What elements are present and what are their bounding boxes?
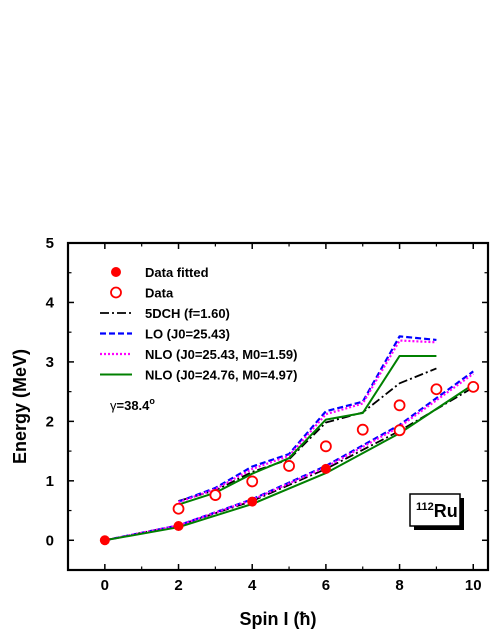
nucleus-element: Ru [434,501,458,521]
legend-label: Data [145,286,174,301]
series-line [178,367,437,502]
series-line [104,386,474,542]
y-tick-label: 5 [46,235,54,252]
plot-frame [66,241,490,572]
y-tick-label: 2 [46,413,54,430]
data-point [393,424,406,437]
data-point [209,489,222,501]
legend-marker [110,286,122,299]
y-tick-label: 4 [46,294,55,311]
legend-label: 5DCH (f=1.60) [145,306,230,321]
data-point [247,496,258,507]
data-point [430,383,443,396]
legend-marker [111,267,121,277]
nucleus-label: 112Ru [416,501,458,521]
data-point [99,535,110,546]
x-tick-label: 4 [248,577,257,594]
data-point [283,460,295,472]
data-point [172,502,185,515]
y-tick-label: 1 [46,473,54,490]
series-line [178,339,437,504]
x-tick-label: 8 [395,577,403,594]
nucleus-label-box: 112Ru [409,493,464,530]
gamma-symbol: γ [110,398,117,413]
legend-label: Data fitted [145,265,209,280]
gamma-value: =38.4 [117,398,151,413]
y-tick-label: 0 [46,532,54,549]
y-axis-label: Energy (MeV) [10,349,30,464]
gamma-annotation-text: γ=38.4o [110,396,155,413]
data-point [467,380,480,393]
nucleus-box [409,493,461,527]
x-tick-label: 0 [101,577,109,594]
axis-layer: 0 2 4 6 8 10 0 1 2 3 4 5 [46,235,488,594]
data-point [246,475,259,488]
gamma-annotation: γ=38.4o [110,396,155,413]
data-point [393,399,406,412]
series-line [178,354,437,506]
y-tick-label: 3 [46,354,54,371]
gamma-unit: o [149,396,155,406]
legend-label: NLO (J0=24.76, M0=4.97) [145,368,297,383]
series-line [104,372,474,542]
data-point [319,440,332,453]
data-point [320,463,331,474]
x-tick-label: 10 [465,577,482,594]
legend-label: LO (J0=25.43) [145,327,230,342]
legend: Data fitted Data 5DCH (f=1.60) LO (J0=25.43… [100,265,297,383]
x-axis-label: Spin I (ħ) [240,609,317,629]
x-tick-label: 6 [322,577,330,594]
legend-label: NLO (J0=25.43, M0=1.59) [145,347,297,362]
nucleus-mass: 112 [416,501,434,513]
series-layer [99,335,480,546]
series-line [104,383,474,542]
x-tick-label: 2 [174,577,182,594]
data-point [356,423,369,436]
series-line [178,335,437,503]
data-point [173,521,184,532]
